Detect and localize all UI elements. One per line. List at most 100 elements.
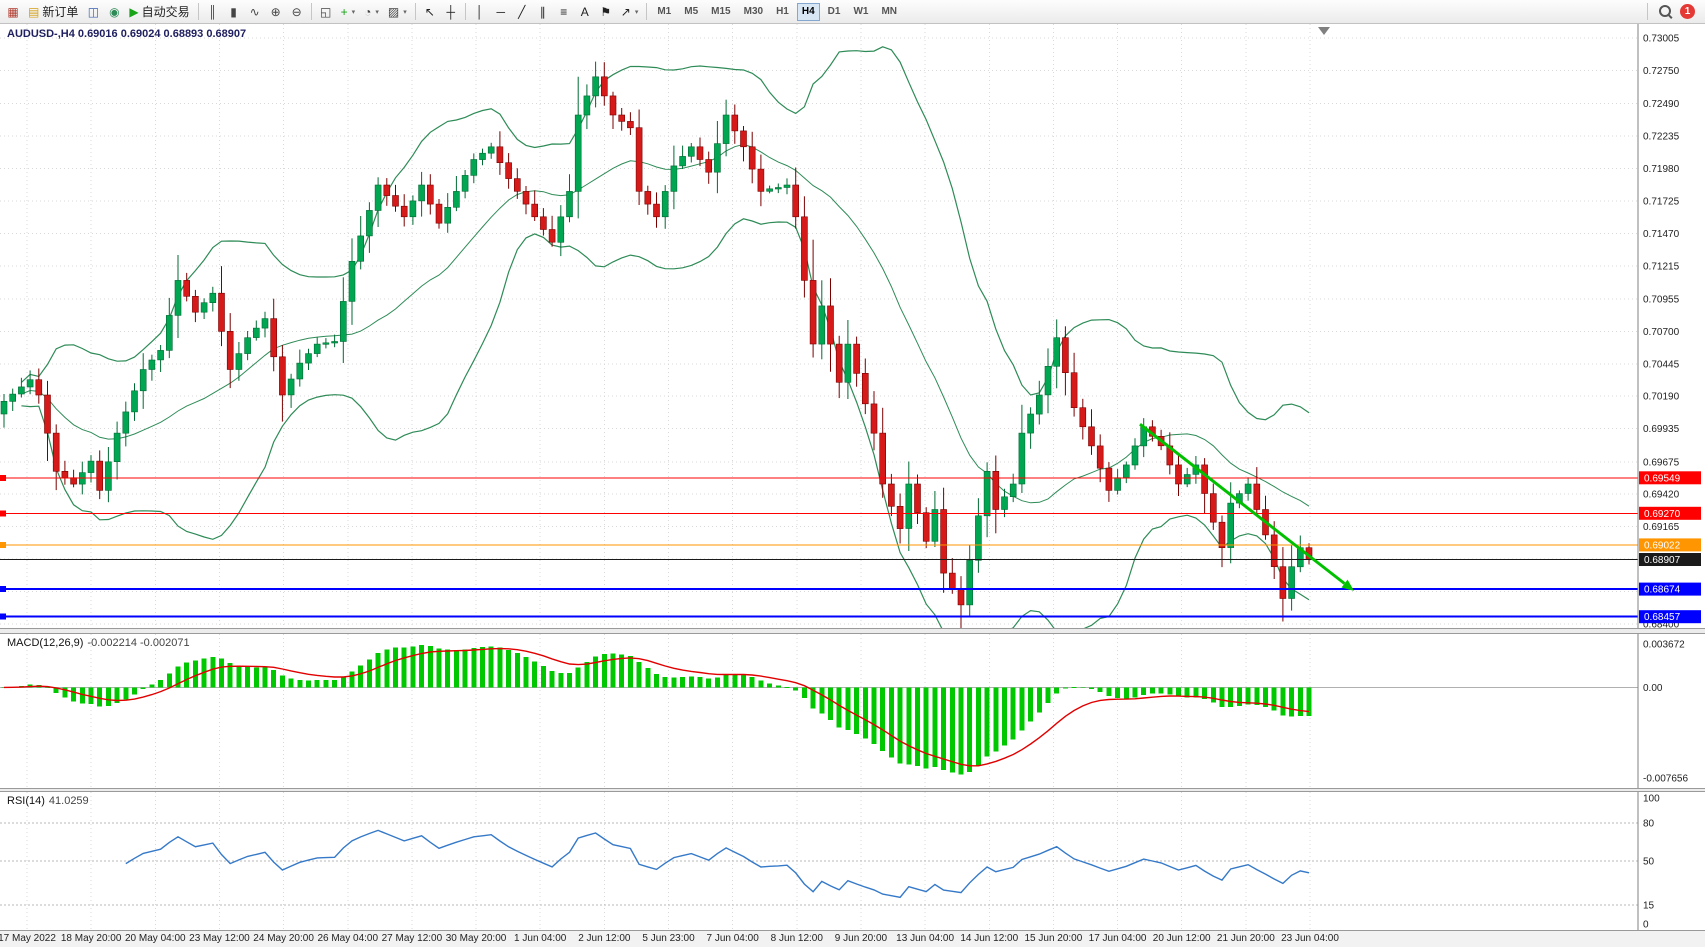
timeframe-mn-button[interactable]: MN <box>881 6 898 17</box>
macd-panel[interactable]: 0.003672 0.00 -0.007656 MACD(12,26,9) -0.00… <box>0 634 1705 788</box>
candle-body <box>853 343 860 374</box>
zoom-in-button[interactable]: ⊕ <box>266 2 286 22</box>
timeframe-m15-button[interactable]: M15 <box>711 6 731 17</box>
timeframe-m1-button[interactable]: M1 <box>657 6 672 17</box>
rsi-axis-background[interactable] <box>1638 792 1705 930</box>
candle-body <box>470 159 478 176</box>
rsi-panel[interactable]: 100 80 50 15 0 RSI(14) 41.0259 <box>0 792 1705 930</box>
new-chart-button[interactable]: ▦ <box>3 2 23 22</box>
candle-body <box>975 515 982 561</box>
rsi-indicator-label: RSI(14) 41.0259 <box>7 795 89 807</box>
candle-body <box>618 114 626 122</box>
candle-body <box>1123 464 1130 478</box>
community-button[interactable]: ◉ <box>104 2 124 22</box>
price-line-0.69549[interactable] <box>0 474 1638 481</box>
tile-windows-button[interactable]: ◱ <box>316 2 336 22</box>
candle-body <box>9 393 16 402</box>
arrows-icon: ↗ <box>620 4 631 19</box>
crosshair-button[interactable]: ┼ <box>441 2 461 22</box>
crosshair-icon: ┼ <box>446 4 456 19</box>
caret-down-icon: ▾ <box>351 8 356 16</box>
candle-body <box>35 379 43 396</box>
price-line-0.69022[interactable] <box>0 541 1638 548</box>
candle-body <box>792 184 800 218</box>
rsi-line <box>125 829 1310 899</box>
zoom-out-button[interactable]: ⊖ <box>287 2 307 22</box>
market-watch-button[interactable]: ◫ <box>83 2 103 22</box>
rsi-svg[interactable]: 100 80 50 15 0 <box>0 792 1705 930</box>
horizontal-line-button[interactable]: ─ <box>491 2 511 22</box>
timeframe-m5-button[interactable]: M5 <box>684 6 699 17</box>
indicators-icon: + <box>340 4 348 19</box>
templates-button[interactable]: ▨ ▾ <box>384 2 411 22</box>
candle-body <box>548 229 556 243</box>
caret-down-icon: ▾ <box>634 8 639 16</box>
timeframe-h4-button[interactable]: H4 <box>796 2 820 21</box>
time-axis-label: 1 Jun 04:00 <box>514 933 567 944</box>
macd-axis-background[interactable] <box>1638 634 1705 788</box>
candlestick-chart-button[interactable]: ▮ <box>224 2 244 22</box>
candle-body <box>1096 445 1104 469</box>
candle-body <box>835 343 843 383</box>
candle-body <box>879 432 887 485</box>
alerts-badge[interactable]: 1 <box>1680 4 1695 19</box>
candle-body <box>774 187 782 190</box>
timeframe-d1-button[interactable]: D1 <box>827 6 841 17</box>
chart-shift-marker[interactable] <box>1318 27 1330 35</box>
svg-text:0.69270: 0.69270 <box>1644 509 1681 520</box>
macd-axis-label: -0.007656 <box>1643 774 1688 785</box>
timeframe-h1-button[interactable]: H1 <box>776 6 789 17</box>
panel-divider[interactable] <box>0 788 1705 792</box>
main-chart-svg[interactable]: 0.73005 0.72750 0.72490 0.72235 0.71980 0.717… <box>0 24 1705 628</box>
time-axis-label: 23 Jun 04:00 <box>1281 933 1339 944</box>
price-line-0.69270[interactable] <box>0 510 1638 517</box>
candle-body <box>1009 483 1017 497</box>
equidistant-channel-button[interactable]: ∥ <box>533 2 553 22</box>
price-tag-0.69270: 0.69270 <box>1639 506 1701 520</box>
macd-svg[interactable]: 0.003672 0.00 -0.007656 <box>0 634 1705 788</box>
candles-layer <box>0 61 1313 628</box>
bar-chart-button[interactable]: ║ <box>203 2 223 22</box>
time-axis[interactable]: 17 May 2022 18 May 20:00 20 May 04:00 23 Ma… <box>0 930 1705 947</box>
cursor-button[interactable]: ↖ <box>420 2 440 22</box>
candle-body <box>183 280 190 297</box>
candle-body <box>931 509 939 542</box>
vertical-line-button[interactable]: │ <box>470 2 490 22</box>
candle-body <box>714 143 721 173</box>
candle-body <box>600 76 608 97</box>
arrows-button[interactable]: ↗ ▾ <box>617 2 643 22</box>
panel-divider[interactable] <box>0 628 1705 634</box>
line-chart-button[interactable]: ∿ <box>245 2 265 22</box>
candle-body <box>966 560 974 606</box>
candle-body <box>1088 426 1095 447</box>
price-axis-label: 0.70445 <box>1643 359 1680 370</box>
price-line-0.68674[interactable] <box>0 586 1638 593</box>
price-axis-background[interactable] <box>1638 24 1705 628</box>
trendline-arrow-object[interactable] <box>1139 423 1354 591</box>
rsi-axis-label: 100 <box>1643 794 1660 805</box>
timeframe-m30-button[interactable]: M30 <box>743 6 764 17</box>
candle-body <box>1218 521 1226 549</box>
candle-body <box>244 337 251 354</box>
candle-body <box>444 207 452 224</box>
community-icon: ◉ <box>109 4 120 19</box>
candle-body <box>557 216 565 243</box>
price-axis-label: 0.71980 <box>1643 164 1680 175</box>
search-icon[interactable] <box>1658 4 1673 19</box>
autotrading-button[interactable]: ▶ 自动交易 <box>125 2 193 22</box>
fibonacci-retracement-button[interactable]: ≡ <box>554 2 574 22</box>
price-line-0.68457[interactable] <box>0 613 1638 620</box>
text-button[interactable]: A <box>575 2 595 22</box>
indicators-button[interactable]: + ▾ <box>337 2 360 22</box>
text-label-button[interactable]: ⚑ <box>596 2 616 22</box>
time-axis-label: 9 Jun 20:00 <box>834 933 888 944</box>
candle-body <box>218 292 225 332</box>
timeframe-w1-button[interactable]: W1 <box>853 6 869 17</box>
periods-button[interactable]: ◔ ▾ <box>360 2 383 22</box>
new-order-button[interactable]: ▤ 新订单 <box>24 2 82 22</box>
main-chart-panel[interactable]: 0.73005 0.72750 0.72490 0.72235 0.71980 0.717… <box>0 24 1705 628</box>
price-tag-0.68674: 0.68674 <box>1639 582 1701 596</box>
candle-body <box>496 146 504 164</box>
trendline-button[interactable]: ╱ <box>512 2 532 22</box>
rsi-name: RSI(14) <box>7 795 45 807</box>
